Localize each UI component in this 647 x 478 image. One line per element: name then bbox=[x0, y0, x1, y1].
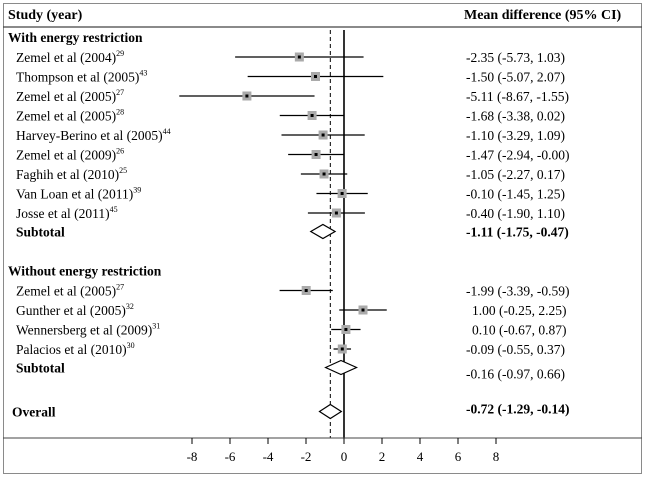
x-tick-label: -8 bbox=[187, 449, 198, 464]
subtotal-diamond bbox=[324, 359, 359, 376]
x-tick-label: 8 bbox=[493, 449, 500, 464]
x-tick-label: -6 bbox=[225, 449, 236, 464]
effect-point bbox=[321, 133, 325, 137]
effect-point bbox=[310, 114, 314, 117]
study-ref: 30 bbox=[127, 341, 135, 350]
study-name: Zemel et al (2005) bbox=[16, 89, 116, 104]
x-tick-label: -4 bbox=[263, 449, 274, 464]
effect-value: -1.99 (-3.39, -0.59) bbox=[466, 284, 569, 299]
study-name: Zemel et al (2009) bbox=[16, 148, 116, 163]
effect-value: -1.50 (-5.07, 2.07) bbox=[466, 70, 565, 85]
effect-point bbox=[334, 211, 338, 215]
subtotal-label: Subtotal bbox=[16, 225, 65, 240]
effect-value: -0.09 (-0.55, 0.37) bbox=[466, 342, 565, 357]
subtotal-value: -0.16 (-0.97, 0.66) bbox=[466, 367, 565, 382]
effect-point bbox=[340, 192, 344, 195]
effect-point bbox=[314, 153, 318, 156]
effect-value: -5.11 (-8.67, -1.55) bbox=[466, 89, 569, 104]
effect-point bbox=[314, 75, 317, 78]
effect-point bbox=[344, 328, 348, 331]
study-label: Palacios et al (2010)30 bbox=[16, 341, 135, 357]
effect-point bbox=[297, 55, 301, 59]
header-study: Study (year) bbox=[8, 8, 83, 23]
study-label: Harvey-Berino et al (2005)44 bbox=[16, 127, 171, 143]
section-title: With energy restriction bbox=[8, 30, 143, 45]
study-ref: 27 bbox=[116, 283, 124, 292]
study-name: Palacios et al (2010) bbox=[16, 342, 127, 357]
study-label: Zemel et al (2004)29 bbox=[16, 49, 124, 65]
effect-value: -1.05 (-2.27, 0.17) bbox=[466, 167, 565, 182]
study-ref: 45 bbox=[110, 205, 118, 214]
effect-value: 1.00 (-0.25, 2.25) bbox=[472, 303, 567, 318]
effect-value: -2.35 (-5.73, 1.03) bbox=[466, 50, 565, 65]
x-tick-label: -2 bbox=[301, 449, 312, 464]
study-name: Van Loan et al (2011) bbox=[16, 187, 133, 202]
effect-value: 0.10 (-0.67, 0.87) bbox=[472, 323, 567, 338]
study-label: Zemel et al (2005)28 bbox=[16, 108, 124, 124]
study-ref: 32 bbox=[126, 302, 134, 311]
study-label: Zemel et al (2009)26 bbox=[16, 147, 124, 163]
effect-value: -1.10 (-3.29, 1.09) bbox=[466, 128, 565, 143]
study-ref: 26 bbox=[116, 147, 124, 156]
effect-point bbox=[304, 289, 308, 292]
effect-value: -0.10 (-1.45, 1.25) bbox=[466, 187, 565, 202]
subtotal-label: Subtotal bbox=[16, 361, 65, 376]
section-title: Without energy restriction bbox=[8, 264, 162, 279]
x-tick-label: 2 bbox=[379, 449, 386, 464]
study-ref: 44 bbox=[163, 127, 171, 136]
study-name: Zemel et al (2005) bbox=[16, 284, 116, 299]
header-effect: Mean difference (95% CI) bbox=[464, 8, 622, 23]
effect-point bbox=[361, 308, 365, 312]
study-ref: 31 bbox=[152, 322, 160, 331]
study-label: Van Loan et al (2011)39 bbox=[16, 186, 141, 202]
x-tick-label: 0 bbox=[341, 449, 348, 464]
study-name: Zemel et al (2004) bbox=[16, 50, 116, 65]
study-ref: 27 bbox=[116, 88, 124, 97]
study-name: Thompson et al (2005) bbox=[16, 70, 139, 85]
study-name: Josse et al (2011) bbox=[16, 206, 110, 221]
study-label: Josse et al (2011)45 bbox=[16, 205, 118, 221]
study-name: Zemel et al (2005) bbox=[16, 109, 116, 124]
x-tick-label: 6 bbox=[455, 449, 462, 464]
subtotal-value: -1.11 (-1.75, -0.47) bbox=[466, 225, 569, 240]
effect-point bbox=[340, 347, 344, 351]
effect-value: -1.47 (-2.94, -0.00) bbox=[466, 148, 569, 163]
study-ref: 28 bbox=[116, 108, 124, 117]
study-name: Gunther et al (2005) bbox=[16, 303, 126, 318]
study-ref: 43 bbox=[139, 69, 147, 78]
study-ref: 39 bbox=[133, 186, 141, 195]
subtotal-diamond bbox=[309, 223, 337, 240]
study-label: Gunther et al (2005)32 bbox=[16, 302, 134, 318]
overall-diamond bbox=[318, 403, 343, 420]
figure-frame bbox=[3, 3, 642, 474]
study-label: Zemel et al (2005)27 bbox=[16, 283, 124, 299]
effect-value: -0.40 (-1.90, 1.10) bbox=[466, 206, 565, 221]
effect-point bbox=[245, 94, 249, 98]
study-label: Wennersberg et al (2009)31 bbox=[16, 322, 160, 338]
study-name: Wennersberg et al (2009) bbox=[16, 323, 152, 338]
study-label: Faghih et al (2010)25 bbox=[16, 166, 127, 182]
overall-label: Overall bbox=[12, 405, 56, 420]
study-name: Harvey-Berino et al (2005) bbox=[16, 128, 163, 143]
study-name: Faghih et al (2010) bbox=[16, 167, 119, 182]
study-ref: 25 bbox=[119, 166, 127, 175]
study-ref: 29 bbox=[116, 49, 124, 58]
study-label: Thompson et al (2005)43 bbox=[16, 69, 147, 85]
effect-value: -1.68 (-3.38, 0.02) bbox=[466, 109, 565, 124]
effect-point bbox=[322, 172, 326, 176]
x-tick-label: 4 bbox=[417, 449, 424, 464]
study-label: Zemel et al (2005)27 bbox=[16, 88, 124, 104]
overall-value: -0.72 (-1.29, -0.14) bbox=[466, 402, 569, 417]
